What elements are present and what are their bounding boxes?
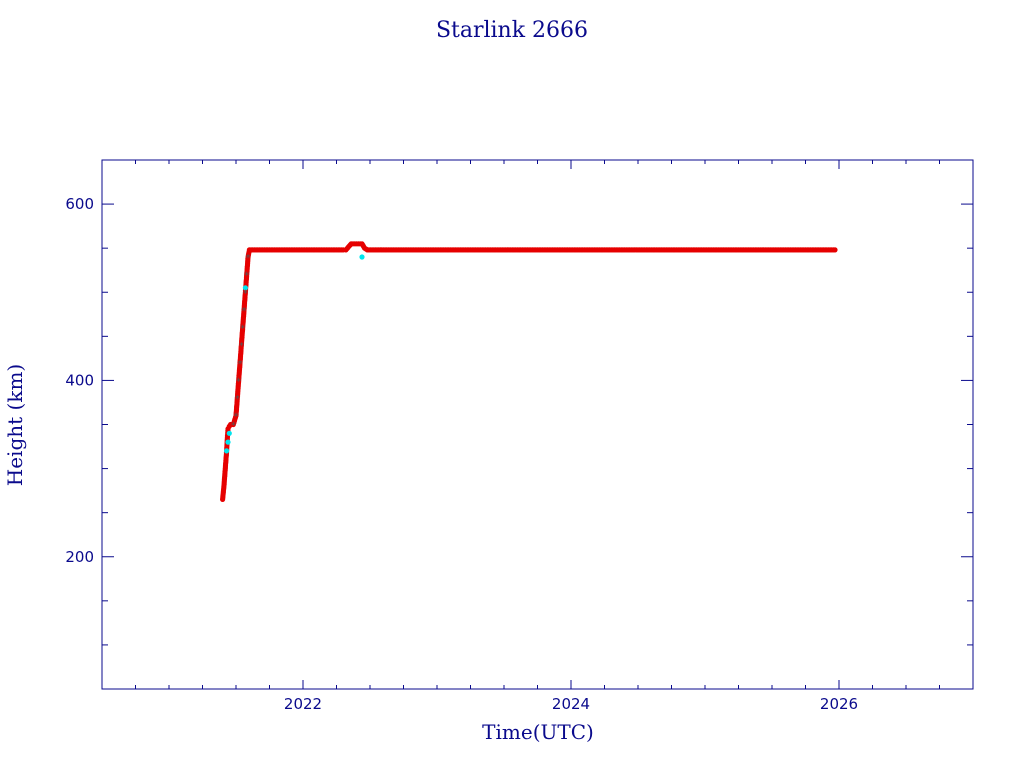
- x-tick-label: 2026: [820, 695, 858, 713]
- data-point: [359, 254, 365, 260]
- data-point: [242, 285, 248, 291]
- ascent-marker: *: [243, 288, 248, 299]
- x-tick-label: 2022: [284, 695, 322, 713]
- data-points: ***********: [220, 241, 838, 502]
- y-tick-label: 600: [65, 195, 94, 213]
- ascent-marker: *: [231, 421, 236, 432]
- data-point: [224, 448, 230, 454]
- ascent-marker: *: [234, 412, 239, 423]
- chart-title: Starlink 2666: [436, 18, 588, 43]
- y-tick-label: 200: [65, 548, 94, 566]
- axis-tick-labels: 2022 2024 2026 200 400 600: [65, 195, 858, 713]
- x-tick-label: 2024: [552, 695, 590, 713]
- ascent-marker: *: [242, 306, 247, 317]
- x-axis-label: Time(UTC): [482, 720, 594, 744]
- ascent-marker: *: [236, 376, 241, 387]
- ascent-marker: *: [239, 341, 244, 352]
- data-point: [225, 439, 231, 445]
- ascent-marker: *: [235, 394, 240, 405]
- axis-ticks: [101, 159, 974, 689]
- data-point: [226, 430, 232, 436]
- y-axis-label: Height (km): [3, 364, 27, 486]
- ascent-marker: *: [246, 253, 251, 264]
- ascent-marker: *: [238, 359, 243, 370]
- data-point: [832, 247, 838, 253]
- y-tick-label: 400: [65, 371, 94, 389]
- ascent-marker: *: [240, 324, 245, 335]
- ascent-marker: *: [244, 271, 249, 282]
